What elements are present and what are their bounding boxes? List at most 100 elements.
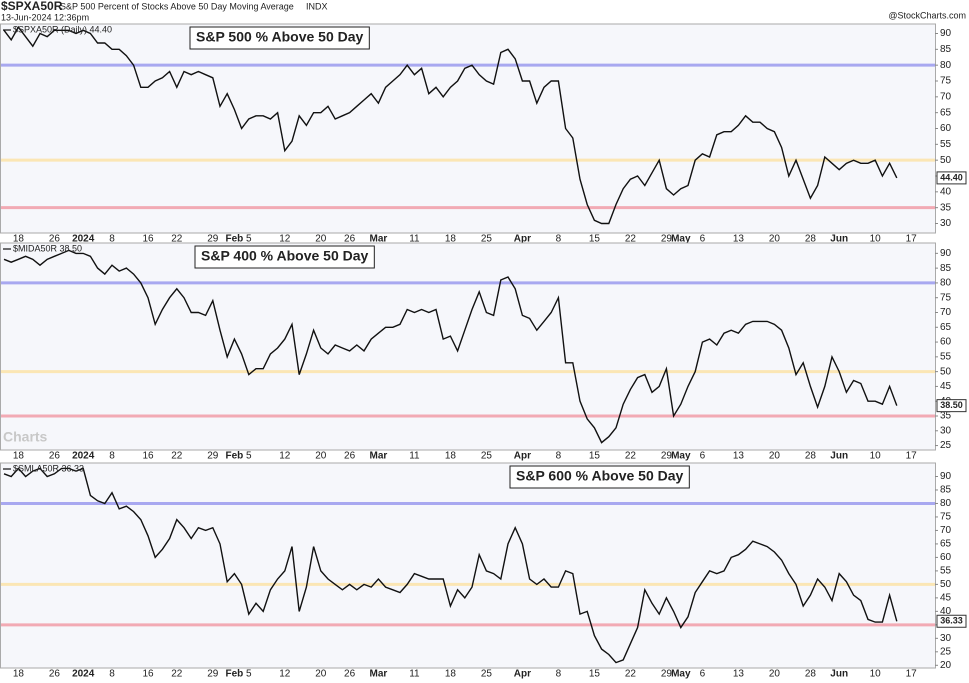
x-tick-label: Apr <box>514 234 531 245</box>
x-tick-label: 10 <box>870 669 882 680</box>
x-tick-label: 29 <box>207 669 219 680</box>
x-tick-label: 17 <box>906 234 918 245</box>
x-tick-label: 5 <box>246 451 252 462</box>
x-tick-label: 8 <box>556 451 562 462</box>
y-tick-label: 90 <box>940 28 952 39</box>
x-tick-label: Mar <box>370 234 388 245</box>
y-tick-label: 85 <box>940 44 952 55</box>
x-tick-label: 22 <box>171 451 183 462</box>
x-tick-label: 29 <box>207 234 219 245</box>
watermark: Charts <box>3 429 48 445</box>
y-tick-label: 25 <box>940 646 952 657</box>
series-line <box>3 249 898 444</box>
x-tick-label: 5 <box>246 669 252 680</box>
x-tick-label: 29 <box>661 234 673 245</box>
legend-label: $SPXA50R (Daily) 44.40 <box>13 24 112 34</box>
y-tick-label: 80 <box>940 498 952 509</box>
last-value-label: 44.40 <box>940 172 963 182</box>
y-tick-label: 45 <box>940 593 952 604</box>
y-tick-label: 50 <box>940 579 952 590</box>
x-tick-label: 17 <box>906 451 918 462</box>
y-tick-label: 75 <box>940 512 952 523</box>
y-tick-label: 35 <box>940 202 952 213</box>
x-tick-label: 26 <box>344 451 356 462</box>
x-tick-label: May <box>671 234 691 245</box>
x-tick-label: 13 <box>733 234 745 245</box>
y-tick-label: 30 <box>940 218 952 229</box>
y-tick-label: 55 <box>940 566 952 577</box>
x-tick-label: 22 <box>625 669 637 680</box>
x-tick-label: Feb <box>226 234 244 245</box>
x-tick-label: 8 <box>556 669 562 680</box>
x-tick-label: 28 <box>805 669 817 680</box>
x-tick-label: Apr <box>514 451 531 462</box>
x-tick-label: 20 <box>315 669 327 680</box>
x-tick-label: 15 <box>589 234 601 245</box>
x-tick-label: 11 <box>409 669 420 680</box>
y-tick-label: 60 <box>940 123 952 134</box>
x-tick-label: 18 <box>445 234 457 245</box>
y-tick-label: 65 <box>940 539 952 550</box>
x-tick-label: 20 <box>769 451 781 462</box>
x-tick-label: 20 <box>315 234 327 245</box>
y-tick-label: 70 <box>940 91 952 102</box>
x-tick-label: 13 <box>733 669 745 680</box>
x-tick-label: 26 <box>49 451 61 462</box>
x-tick-label: 26 <box>49 234 61 245</box>
y-tick-label: 40 <box>940 186 952 197</box>
x-tick-label: 10 <box>870 234 882 245</box>
x-tick-label: 2024 <box>72 669 95 680</box>
y-tick-label: 90 <box>940 471 952 482</box>
x-tick-label: Apr <box>514 669 531 680</box>
header-title: S&P 500 Percent of Stocks Above 50 Day M… <box>60 1 294 11</box>
x-tick-label: 29 <box>661 451 673 462</box>
legend-label: $SMLA50R 36.33 <box>13 463 84 473</box>
y-tick-label: 55 <box>940 351 952 362</box>
x-tick-label: 18 <box>445 669 457 680</box>
plot-area <box>0 462 936 669</box>
plot-area <box>0 242 936 451</box>
y-tick-label: 80 <box>940 60 952 71</box>
y-tick-label: 90 <box>940 248 952 259</box>
last-value-box <box>936 171 967 185</box>
y-tick-label: 20 <box>940 660 952 671</box>
x-tick-label: 12 <box>279 451 291 462</box>
x-tick-label: 8 <box>109 451 115 462</box>
x-tick-label: Jun <box>830 669 848 680</box>
x-tick-label: 22 <box>625 234 637 245</box>
x-tick-label: 16 <box>142 669 154 680</box>
y-tick-label: 50 <box>940 366 952 377</box>
y-tick-label: 85 <box>940 485 952 496</box>
y-tick-label: 80 <box>940 278 952 289</box>
panel-title: S&P 500 % Above 50 Day <box>196 29 364 45</box>
x-tick-label: 22 <box>171 234 183 245</box>
header-date: 13-Jun-2024 12:36pm <box>1 12 89 22</box>
y-tick-label: 55 <box>940 139 952 150</box>
x-tick-label: 2024 <box>72 234 95 245</box>
y-tick-label: 35 <box>940 411 952 422</box>
x-tick-label: 20 <box>769 669 781 680</box>
panel-title: S&P 400 % Above 50 Day <box>201 248 369 264</box>
x-tick-label: Jun <box>830 451 848 462</box>
y-tick-label: 45 <box>940 381 952 392</box>
x-tick-label: 15 <box>589 669 601 680</box>
y-tick-label: 30 <box>940 425 952 436</box>
x-tick-label: 16 <box>142 451 154 462</box>
series-line <box>3 467 898 664</box>
plot-area <box>0 23 936 234</box>
x-tick-label: 8 <box>109 669 115 680</box>
y-tick-label: 85 <box>940 263 952 274</box>
x-tick-label: Feb <box>226 451 244 462</box>
x-tick-label: 16 <box>142 234 154 245</box>
x-tick-label: 18 <box>13 451 25 462</box>
x-tick-label: 20 <box>769 234 781 245</box>
y-tick-label: 75 <box>940 76 952 87</box>
x-tick-label: 18 <box>13 234 25 245</box>
panel-title-box <box>194 245 375 269</box>
x-tick-label: 22 <box>625 451 637 462</box>
x-tick-label: 20 <box>315 451 327 462</box>
panel-title-box <box>509 465 690 489</box>
x-tick-label: 25 <box>481 451 493 462</box>
y-tick-label: 65 <box>940 322 952 333</box>
